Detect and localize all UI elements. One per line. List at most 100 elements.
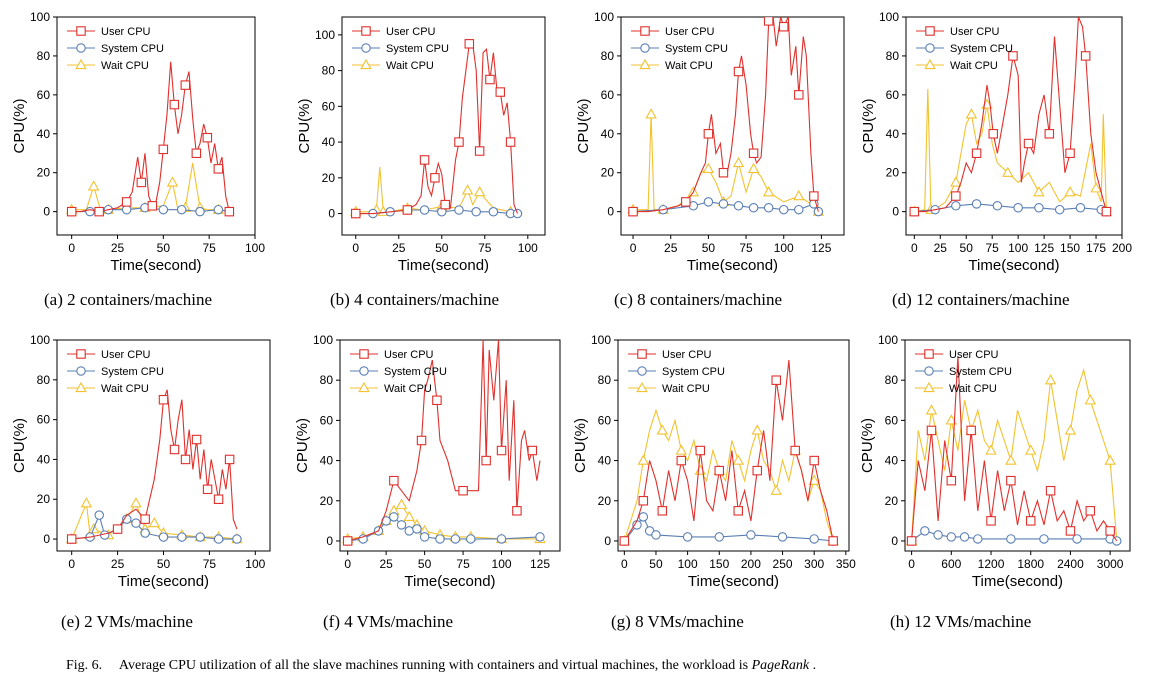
x-tick-label: 1200 [978, 557, 1005, 571]
series-line-user [914, 17, 1107, 213]
y-tick-label: 100 [315, 28, 335, 42]
series-marker-user [986, 516, 996, 526]
series-marker-wait [925, 404, 938, 415]
panel-caption: (g) 8 VMs/machine [611, 612, 744, 631]
series-marker-wait [762, 186, 775, 197]
x-tick-label: 100 [678, 557, 698, 571]
series-marker-system [1075, 203, 1086, 213]
series-line-user [623, 360, 834, 542]
series-marker-user [695, 445, 706, 456]
x-tick-label: 50 [960, 241, 974, 255]
plot-frame [339, 339, 561, 552]
series-line-wait [355, 167, 518, 215]
series-marker-user [342, 536, 353, 546]
y-tick-label: 80 [322, 64, 336, 78]
series-marker-user [1006, 475, 1016, 486]
series-marker-user [191, 434, 202, 445]
legend-marker-wait [360, 58, 372, 70]
series-marker-user [809, 455, 819, 466]
legend-label-wait: Wait CPU [949, 383, 997, 395]
x-tick-label: 50 [157, 241, 171, 255]
legend-marker-system [361, 43, 371, 53]
series-marker-user [703, 129, 714, 139]
y-tick-label: 60 [322, 99, 336, 113]
legend-label-system: System CPU [949, 366, 1012, 378]
plot-area [905, 356, 1122, 546]
series-marker-system [813, 206, 824, 217]
y-tick-label: 0 [43, 205, 50, 219]
y-axis-label: CPU(%) [860, 98, 877, 153]
y-tick-label: 0 [891, 534, 898, 548]
series-marker-user [1065, 148, 1075, 159]
series-marker-system [794, 204, 804, 215]
series-marker-user [485, 74, 495, 85]
series-marker-user [169, 444, 180, 455]
series-marker-user [464, 39, 475, 49]
y-axis-label: CPU(%) [11, 418, 28, 473]
series-marker-user [988, 129, 998, 139]
series-marker-system [703, 197, 714, 207]
x-tick-label: 0 [68, 241, 75, 255]
series-marker-user [1080, 51, 1091, 61]
series-marker-wait [732, 454, 744, 465]
y-tick-label: 100 [878, 333, 898, 347]
series-marker-user [136, 177, 147, 188]
series-marker-user [718, 167, 729, 178]
series-line-user [71, 389, 238, 540]
series-marker-wait [770, 484, 782, 495]
y-tick-label: 100 [30, 10, 50, 24]
x-tick-label: 25 [111, 241, 125, 255]
x-tick-label: 0 [911, 241, 918, 255]
x-tick-label: 0 [352, 241, 359, 255]
series-marker-wait [985, 444, 997, 455]
series-marker-user [158, 394, 169, 405]
series-marker-system [951, 201, 961, 211]
legend-marker-wait [636, 381, 648, 393]
legend: User CPU System CPU Wait CPU [628, 349, 725, 395]
legend-marker-system [359, 366, 369, 376]
figure-caption-text: Average CPU utilization of all the slave… [119, 658, 752, 673]
series-marker-wait [675, 444, 688, 455]
y-tick-label: 80 [37, 373, 51, 387]
legend-marker-user [76, 26, 86, 36]
series-marker-user [180, 80, 191, 90]
chart-panel-7: 0 20 40 60 80 100 0 50 100 150 200 250 300 350 Time(se… [572, 333, 856, 631]
series-marker-user [505, 137, 516, 147]
legend-marker-user [924, 349, 934, 359]
series-marker-user [213, 164, 224, 174]
x-tick-label: 0 [621, 557, 628, 571]
legend: User CPU System CPU Wait CPU [915, 349, 1012, 395]
y-tick-label: 0 [328, 207, 335, 221]
series-marker-user [213, 494, 224, 504]
x-tick-label: 75 [478, 241, 492, 255]
legend-marker-wait [75, 381, 87, 393]
series-marker-user [495, 87, 506, 97]
legend-marker-wait [358, 381, 370, 393]
series-marker-user [1025, 516, 1036, 526]
series-marker-system [94, 510, 104, 520]
y-tick-label: 40 [37, 127, 51, 141]
series-marker-user [454, 137, 464, 147]
legend-marker-user [925, 26, 935, 36]
series-marker-user [638, 496, 649, 506]
series-marker-user [771, 375, 781, 385]
series-marker-user [1085, 506, 1096, 516]
series-marker-user [202, 132, 213, 143]
series-marker-user [790, 445, 800, 456]
legend: User CPU System CPU Wait CPU [350, 349, 447, 395]
legend-label-user: User CPU [386, 26, 436, 38]
series-marker-user [733, 66, 744, 77]
series-marker-user [909, 206, 920, 217]
y-tick-label: 60 [886, 88, 900, 102]
x-tick-label: 125 [1034, 241, 1054, 255]
series-marker-system [746, 530, 756, 540]
x-tick-label: 50 [435, 241, 449, 255]
x-tick-label: 150 [1060, 241, 1080, 255]
y-tick-label: 20 [320, 494, 334, 508]
y-tick-label: 60 [601, 88, 615, 102]
series-marker-wait [1044, 374, 1057, 385]
series-marker-system [1039, 534, 1049, 544]
figure-caption-emphasis: PageRank [751, 658, 810, 673]
series-marker-user [496, 445, 507, 456]
y-tick-label: 0 [604, 534, 611, 548]
